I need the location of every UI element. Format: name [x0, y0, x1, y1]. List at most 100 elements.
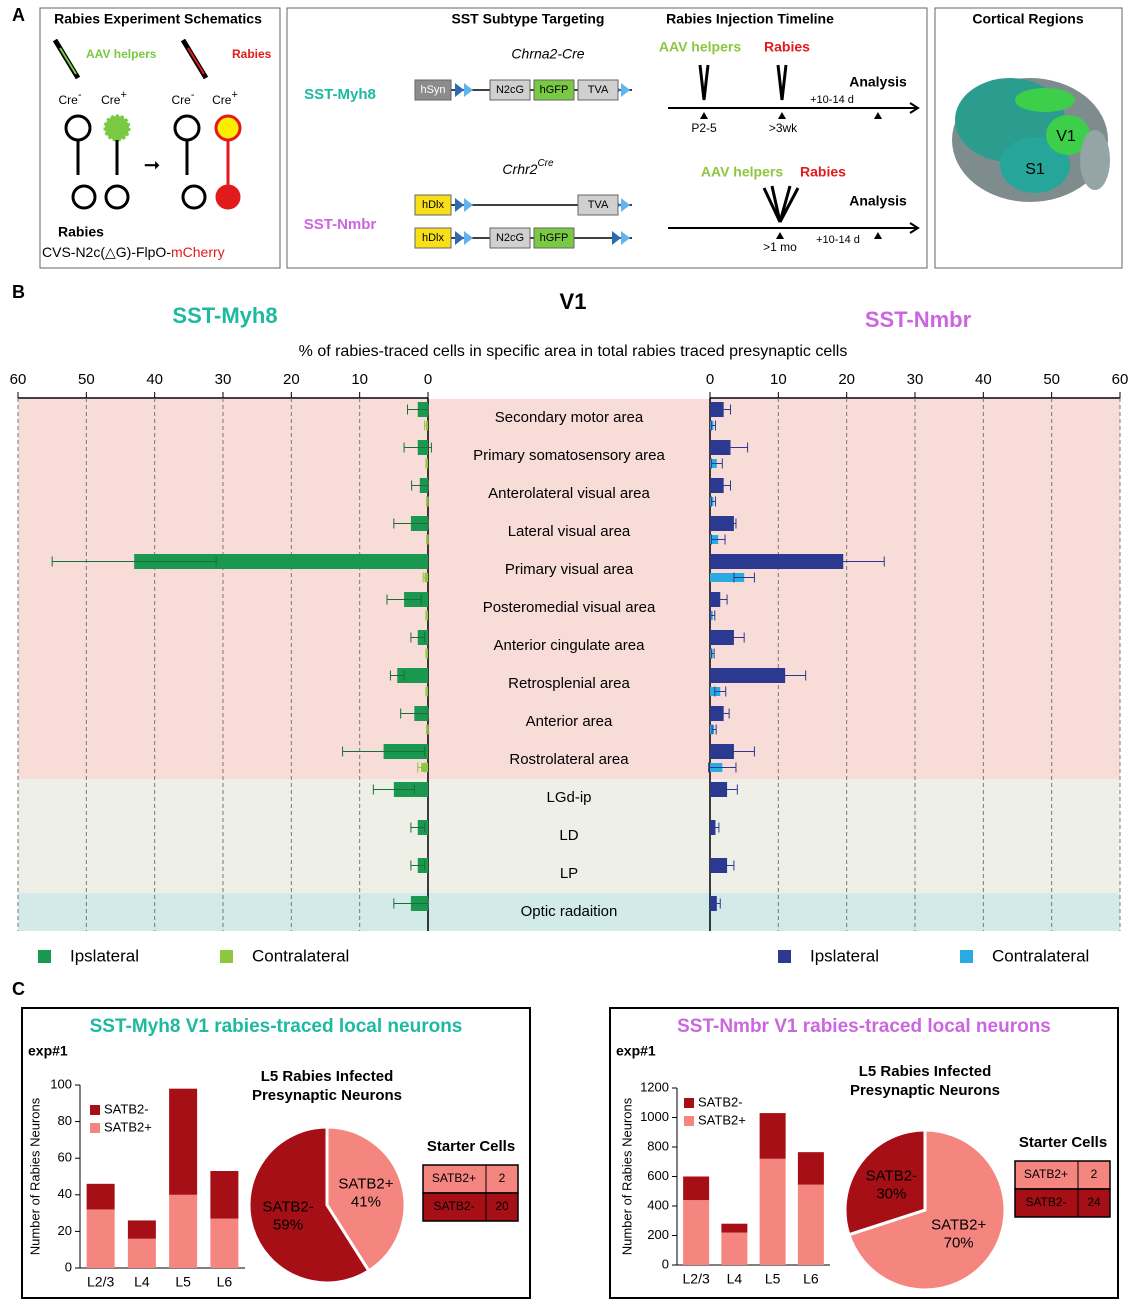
error-bar — [712, 898, 721, 909]
error-bar — [393, 518, 429, 529]
pie-label: SATB2+ 70% — [931, 1216, 986, 1251]
error-bar — [764, 670, 807, 681]
y-tick-label: 400 — [647, 1197, 669, 1212]
pie-title: L5 Rabies Infected — [261, 1068, 394, 1085]
category-label: Anterolateral visual area — [488, 485, 650, 502]
panel-box — [21, 1007, 531, 1299]
time-label: >1 mo — [763, 240, 797, 254]
table-title: Starter Cells — [427, 1138, 515, 1155]
construct-label: hDlx — [422, 232, 445, 244]
box-title: SST Subtype Targeting — [452, 11, 605, 27]
bar-segment — [721, 1232, 748, 1265]
construct-part — [414, 79, 452, 101]
bar-segment — [797, 1152, 824, 1185]
error-bar — [733, 572, 755, 583]
legend-swatch — [90, 1105, 100, 1115]
construct-part — [533, 227, 575, 249]
y-tick-label: 20 — [58, 1223, 72, 1238]
pie-value: 70% — [944, 1234, 974, 1251]
x-tick-label: 30 — [907, 371, 924, 388]
pie-slice — [843, 1128, 927, 1237]
category-label: Retrosplenial area — [508, 675, 630, 692]
analysis-label: Analysis — [849, 74, 907, 90]
pie-value: 41% — [351, 1194, 381, 1211]
experiment-label: exp#1 — [616, 1043, 656, 1059]
legend-label: SATB2+ — [698, 1112, 746, 1127]
time-markers — [700, 112, 882, 239]
bar-segment — [169, 1088, 198, 1195]
region-label: V1 — [1056, 128, 1076, 145]
row-band — [18, 779, 1120, 817]
x-tick-label: 30 — [215, 371, 232, 388]
category-label: LD — [559, 827, 578, 844]
cell-label: Cre — [212, 93, 232, 107]
bar — [710, 573, 745, 582]
x-tick-label: L5 — [765, 1271, 781, 1287]
error-bar — [417, 762, 426, 773]
legend-swatch — [778, 950, 791, 963]
error-bar — [425, 610, 428, 621]
driver: Chrna2-Cre — [511, 46, 584, 62]
legend-label: SATB2- — [104, 1101, 149, 1116]
construct-part — [489, 79, 531, 101]
error-bar — [426, 496, 429, 507]
bar — [710, 668, 786, 683]
construct-label: hDlx — [422, 199, 445, 211]
legend-label: Contralateral — [992, 946, 1089, 965]
cell-label: Cre — [101, 93, 121, 107]
legend-swatch — [220, 950, 233, 963]
box — [286, 7, 928, 269]
loxp — [612, 231, 621, 245]
legend-swatch — [38, 950, 51, 963]
loxp — [455, 83, 464, 97]
table-row — [422, 1164, 519, 1194]
table-cell: SATB2- — [1025, 1195, 1066, 1209]
aav-label: AAV helpers — [86, 47, 157, 61]
y-tick-label: 1200 — [640, 1079, 669, 1094]
neurons — [64, 114, 242, 210]
box-title: Rabies Injection Timeline — [666, 11, 834, 27]
y-tick-label: 60 — [58, 1150, 72, 1165]
x-tick-label: 40 — [146, 371, 163, 388]
row-band — [18, 399, 1120, 437]
aav-label: AAV helpers — [659, 39, 741, 55]
table-row — [1014, 1188, 1111, 1218]
x-tick-label: 50 — [78, 371, 95, 388]
error-bar — [426, 534, 429, 545]
x-tick-label: 20 — [838, 371, 855, 388]
construct-label: N2cG — [496, 84, 524, 96]
timeline — [668, 64, 920, 234]
error-bar — [731, 518, 737, 529]
error-bar — [400, 708, 429, 719]
error-bar — [410, 822, 426, 833]
category-label: Secondary motor area — [495, 409, 644, 426]
row-band — [18, 437, 1120, 475]
category-label: LP — [560, 865, 578, 882]
driver-sup: Cre — [537, 158, 554, 169]
construct-label: hGFP — [540, 232, 569, 244]
pie-title: L5 Rabies Infected — [859, 1063, 992, 1080]
chart-title: V1 — [560, 289, 587, 314]
error-bar — [389, 670, 405, 681]
y-tick-label: 800 — [647, 1138, 669, 1153]
row-band — [18, 703, 1120, 741]
category-label: Primary somatosensory area — [473, 447, 665, 464]
loxp — [621, 83, 630, 97]
box-title: Cortical Regions — [972, 11, 1083, 27]
error-bar — [716, 480, 731, 491]
bar — [134, 554, 428, 569]
table-cell: SATB2+ — [432, 1171, 476, 1185]
y-tick-label: 40 — [58, 1186, 72, 1201]
row-band — [18, 589, 1120, 627]
bar-segment — [210, 1218, 239, 1268]
bar-segment — [127, 1220, 156, 1239]
construct-label: TVA — [588, 199, 609, 211]
bar — [710, 706, 724, 721]
y-axis-label: Number of Rabies Neurons — [619, 1097, 634, 1255]
error-bar — [372, 784, 415, 795]
error-bar — [710, 648, 715, 659]
cell-sign: + — [120, 89, 126, 101]
bar — [397, 668, 428, 683]
table-cell: SATB2+ — [1024, 1167, 1068, 1181]
